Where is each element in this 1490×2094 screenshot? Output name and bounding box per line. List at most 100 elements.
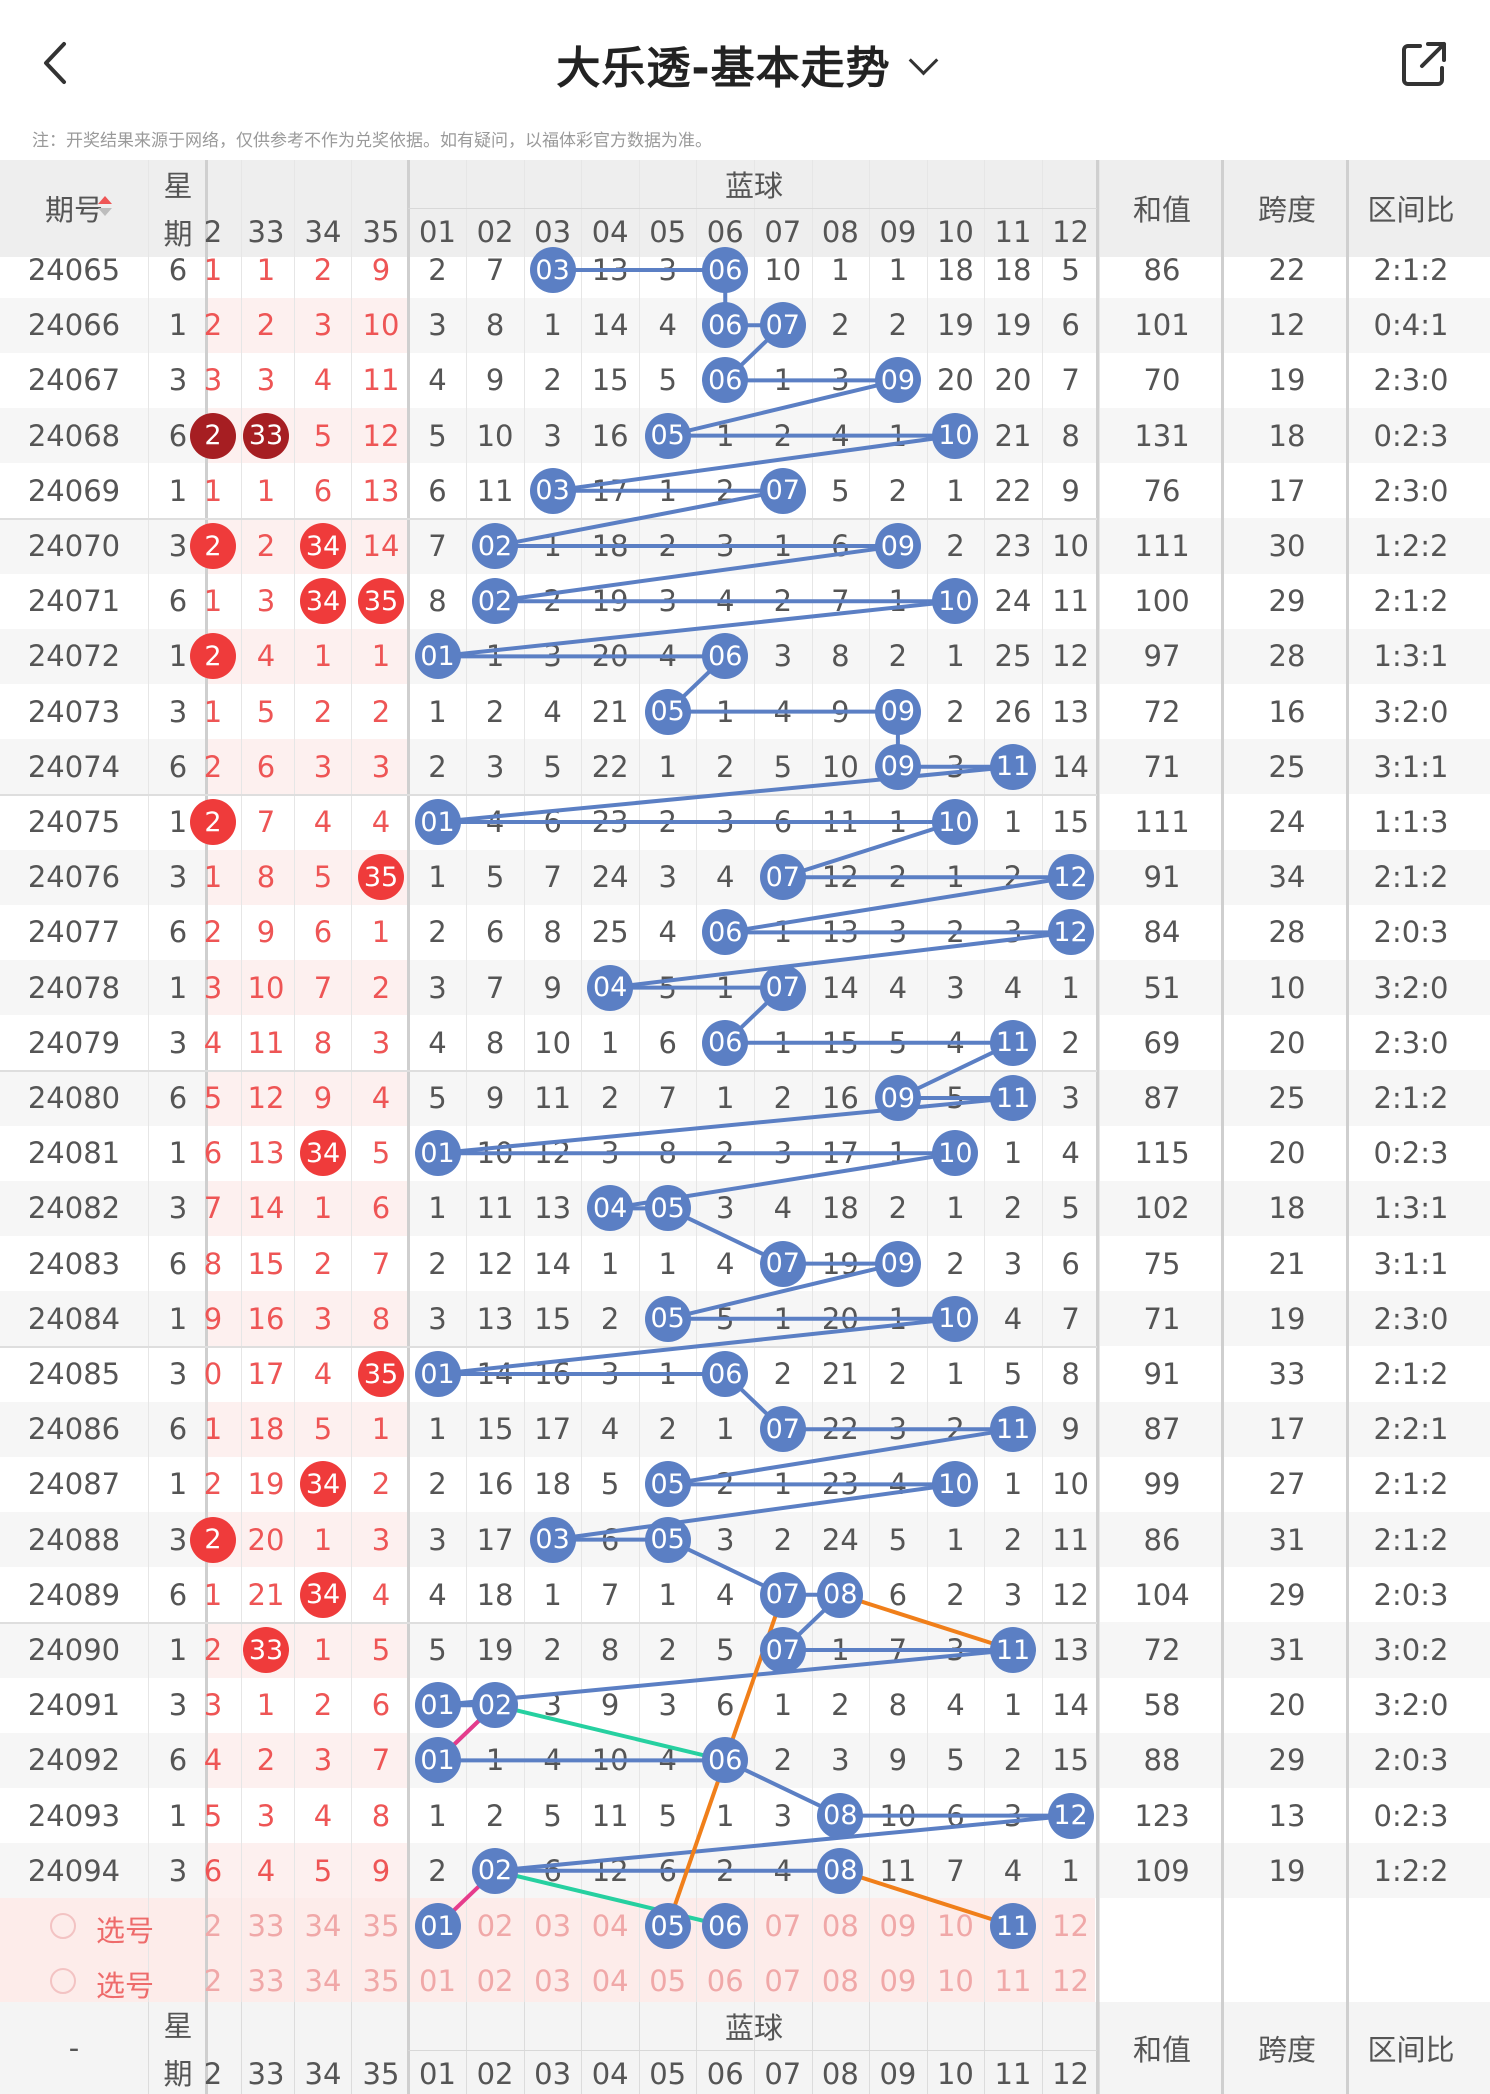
issue-number: 24066 — [27, 308, 121, 343]
blue-miss-value: 2 — [543, 1633, 562, 1667]
footer-divider — [1346, 2002, 1349, 2094]
front-miss-value: 1 — [371, 1412, 391, 1447]
red-ball: 34 — [300, 523, 346, 569]
select-blue-number: 03 — [534, 1964, 572, 1999]
blue-miss-value: 5 — [428, 1081, 447, 1115]
front-miss-value: 1 — [313, 639, 333, 674]
footer-blue-header: 03 — [534, 2057, 572, 2091]
front-miss-value: 14 — [247, 1191, 285, 1226]
blue-miss-value: 8 — [485, 308, 505, 343]
trend-table[interactable]: 期号星期 2 33 34 35 蓝球 01 02 03 04 05 06 07 08 09 10 11 12 和值跨… — [0, 160, 1490, 2002]
blue-ball: 12 — [1047, 1792, 1094, 1839]
front-miss-value: 18 — [247, 1412, 285, 1447]
blue-miss-value: 22 — [591, 749, 629, 784]
blue-miss-value: 11 — [534, 1081, 572, 1115]
blue-miss-value: 26 — [994, 694, 1032, 729]
select-radio[interactable] — [50, 1968, 76, 1995]
page-title[interactable]: 大乐透-基本走势 — [0, 32, 1490, 96]
share-icon[interactable] — [1398, 38, 1450, 90]
footer-front-header: 34 — [304, 2057, 342, 2091]
blue-miss-value: 8 — [485, 1025, 505, 1060]
blue-miss-value: 1 — [946, 639, 965, 674]
zone-ratio: 2:2:1 — [1373, 1412, 1449, 1447]
week-day: 3 — [168, 363, 188, 398]
grid-vline — [811, 160, 813, 2002]
span-value: 19 — [1268, 1301, 1306, 1336]
blue-miss-value: 14 — [534, 1246, 572, 1281]
issue-number: 24094 — [27, 1853, 121, 1888]
sort-asc-icon[interactable] — [98, 196, 112, 204]
sum-value: 109 — [1134, 1853, 1190, 1888]
blue-miss-value: 3 — [946, 970, 965, 1005]
week-day: 1 — [168, 1136, 188, 1171]
front-miss-value: 6 — [313, 473, 333, 508]
front-shade — [206, 1070, 408, 1126]
blue-miss-value: 8 — [1061, 1357, 1080, 1391]
zone-ratio: 2:1:2 — [1373, 860, 1449, 895]
select-blue-number: 03 — [534, 1909, 572, 1943]
back-arrow-icon[interactable] — [36, 38, 76, 88]
blue-miss-value: 2 — [658, 1412, 677, 1447]
front-miss-value: 1 — [203, 860, 223, 895]
blue-trend-line — [552, 1482, 956, 1542]
week-day: 1 — [168, 805, 188, 839]
blue-miss-value: 6 — [658, 1025, 677, 1060]
sum-value: 111 — [1134, 805, 1190, 839]
blue-miss-value: 3 — [716, 1191, 735, 1226]
select-radio[interactable] — [50, 1913, 76, 1939]
front-miss-value: 2 — [313, 253, 333, 287]
red-ball: 34 — [300, 1130, 346, 1177]
sort-desc-icon[interactable] — [98, 208, 112, 216]
issue-number: 24068 — [27, 418, 121, 453]
zone-ratio: 2:0:3 — [1373, 1743, 1449, 1778]
blue-trend-line — [437, 1648, 1014, 1708]
blue-ball: 10 — [932, 1461, 979, 1508]
span-value: 29 — [1268, 1743, 1306, 1778]
sum-value: 104 — [1134, 1577, 1190, 1612]
select-blue-number: 12 — [1052, 1964, 1089, 1999]
zone-ratio: 1:3:1 — [1373, 1191, 1449, 1226]
sum-value: 51 — [1143, 970, 1181, 1005]
blue-miss-value: 1 — [1061, 1853, 1080, 1888]
blue-miss-value: 4 — [716, 860, 735, 895]
blue-miss-value: 6 — [888, 1577, 908, 1612]
blue-miss-value: 9 — [600, 1688, 620, 1723]
issue-number: 24091 — [27, 1688, 121, 1723]
blue-ball: 10 — [932, 1130, 979, 1177]
zone-ratio: 0:2:3 — [1373, 1798, 1449, 1833]
blue-miss-value: 4 — [1061, 1136, 1080, 1171]
blue-miss-value: 1 — [831, 253, 850, 287]
front-miss-value: 20 — [247, 1522, 285, 1557]
blue-ball: 09 — [874, 1075, 921, 1121]
blue-trend-line — [782, 820, 957, 880]
blue-miss-value: 7 — [428, 529, 447, 563]
blue-miss-value: 7 — [658, 1081, 677, 1115]
front-miss-value: 4 — [313, 363, 333, 398]
blue-miss-value: 2 — [1003, 1743, 1023, 1778]
blue-ball: 08 — [817, 1847, 864, 1894]
sum-value: 76 — [1143, 473, 1181, 508]
select-label[interactable]: 选号 — [96, 1969, 155, 2002]
front-miss-value: 5 — [203, 1081, 223, 1115]
blue-miss-value: 5 — [773, 749, 793, 784]
blue-miss-value: 16 — [591, 418, 629, 453]
blue-miss-value: 1 — [1003, 1136, 1023, 1171]
blue-miss-value: 25 — [994, 639, 1032, 674]
blue-miss-value: 15 — [476, 1412, 514, 1447]
blue-trend-line — [494, 1813, 1071, 1873]
blue-miss-value: 3 — [773, 639, 793, 674]
red-ball: 35 — [358, 854, 404, 901]
zone-ratio: 2:1:2 — [1373, 584, 1449, 619]
blue-ball: 04 — [587, 964, 634, 1011]
front-miss-value: 6 — [203, 1853, 223, 1888]
footer-blue-header: 01 — [419, 2057, 456, 2091]
group-divider — [1346, 160, 1349, 2002]
group-divider — [205, 160, 208, 2002]
select-label[interactable]: 选号 — [96, 1914, 155, 1948]
front-miss-value: 12 — [362, 418, 400, 453]
front-miss-value: 1 — [256, 253, 276, 287]
front-miss-value: 7 — [203, 1191, 223, 1226]
footer-vline — [523, 2002, 525, 2094]
orange-trend-line — [839, 1868, 1014, 1928]
blue-miss-value: 2 — [831, 1688, 850, 1723]
